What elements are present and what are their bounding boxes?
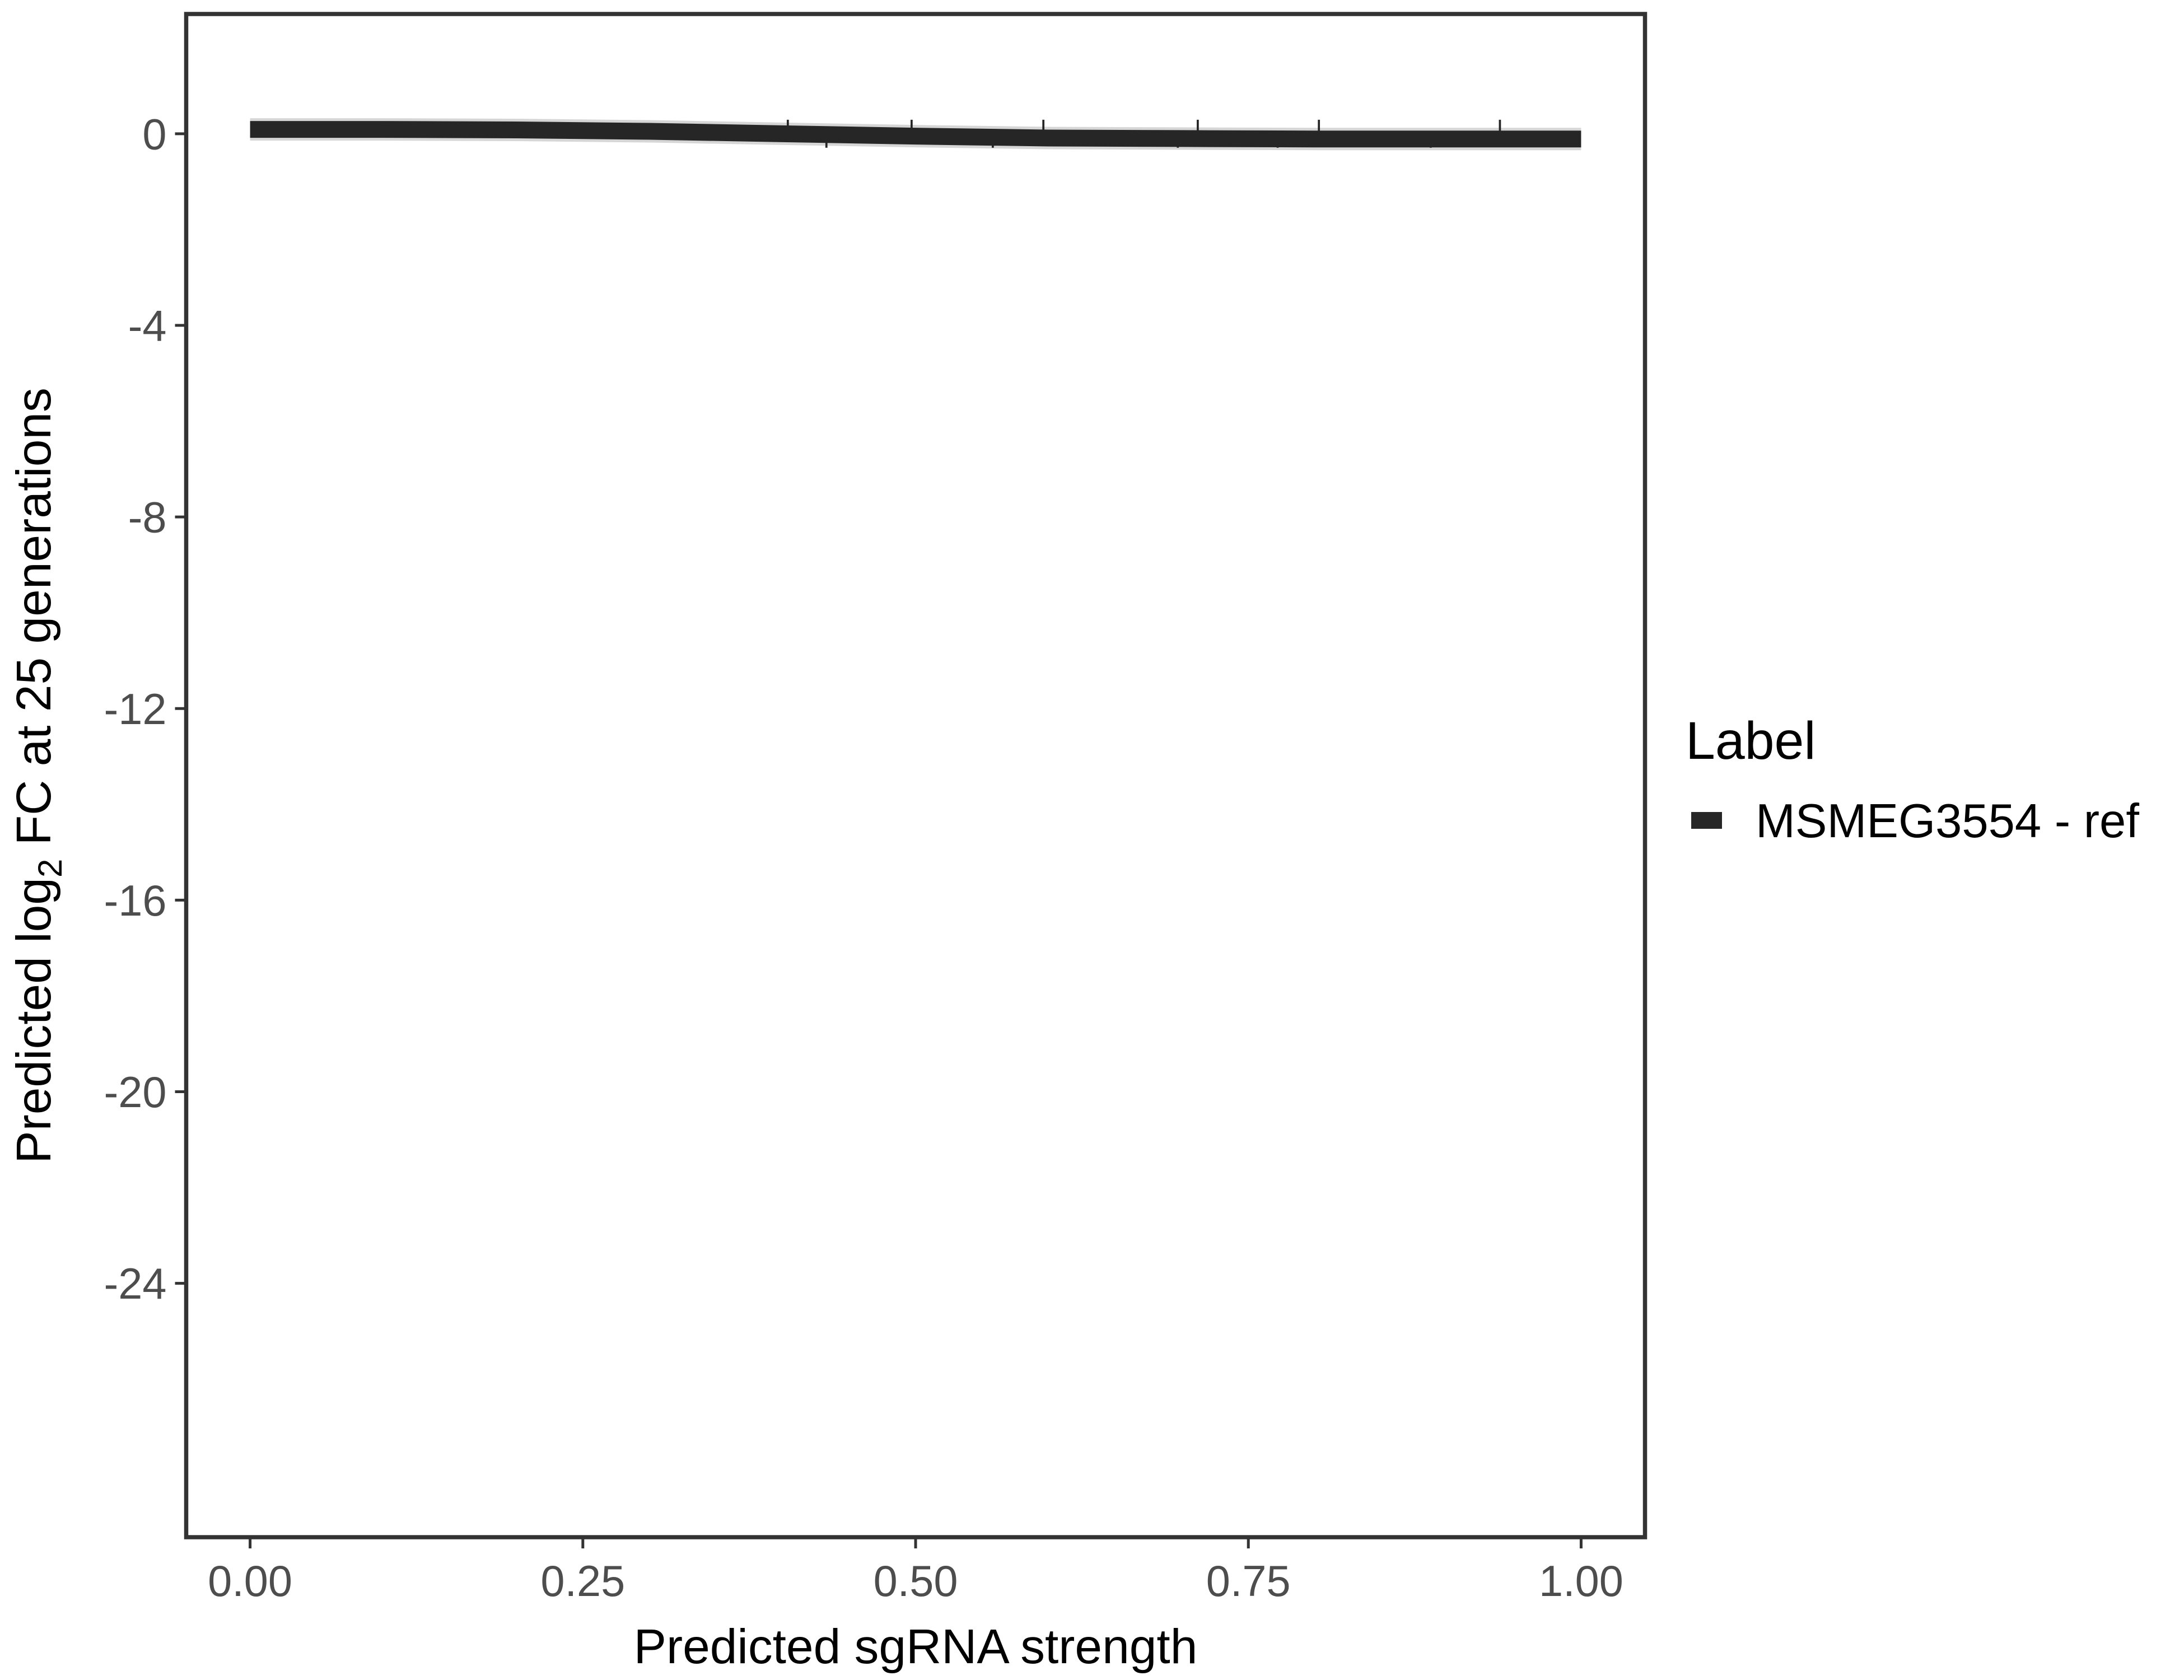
y-tick-label: -24	[104, 1260, 166, 1308]
x-tick-label: 1.00	[1539, 1557, 1623, 1606]
legend-label: MSMEG3554 - ref	[1756, 795, 2139, 848]
y-tick-label: -8	[128, 494, 167, 542]
legend-key	[1691, 812, 1722, 829]
y-axis-label: Predicted log2 FC at 25 generations	[6, 388, 69, 1164]
x-tick-label: 0.00	[208, 1557, 292, 1606]
y-tick-label: -4	[128, 302, 167, 350]
x-axis-label: Predicted sgRNA strength	[634, 1619, 1198, 1674]
y-axis: 0 -4 -8 -12 -16 -20 -24	[104, 110, 186, 1308]
x-tick-label: 0.75	[1206, 1557, 1291, 1606]
x-axis: 0.00 0.25 0.50 0.75 1.00	[208, 1537, 1623, 1606]
y-tick-label: 0	[142, 110, 166, 158]
plot-panel	[184, 12, 1648, 1539]
series-line	[250, 121, 1581, 148]
y-tick-label: -12	[104, 685, 166, 734]
y-tick-label: -16	[104, 877, 166, 925]
plot-marks	[250, 118, 1581, 151]
y-tick-label: -20	[104, 1068, 166, 1117]
legend-title: Label	[1686, 711, 1816, 771]
x-tick-label: 0.25	[540, 1557, 625, 1606]
x-tick-label: 0.50	[874, 1557, 958, 1606]
